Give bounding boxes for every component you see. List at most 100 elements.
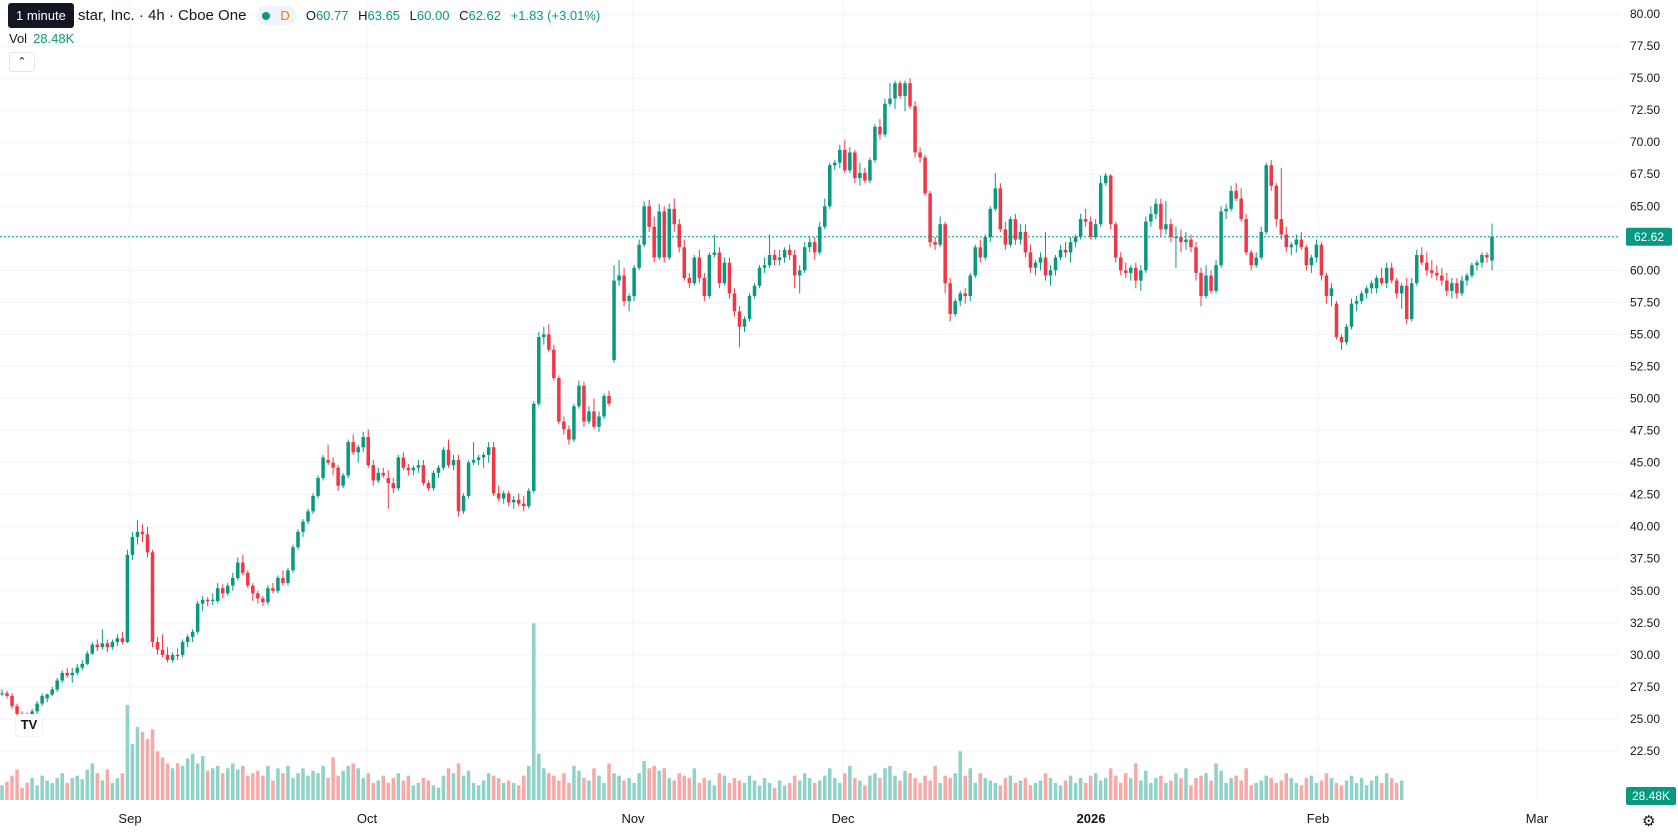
candle-body (286, 570, 290, 584)
volume-bar (105, 769, 110, 800)
volume-bar (1304, 778, 1309, 800)
volume-bar (562, 773, 566, 800)
candle-body (486, 447, 491, 455)
volume-bar (1369, 780, 1374, 800)
volume-bar (150, 729, 155, 800)
volume-bar (351, 763, 355, 800)
volume-bar (833, 778, 837, 800)
price-tick-label: 72.50 (1630, 103, 1660, 117)
volume-bar (913, 778, 917, 800)
candle-body (266, 588, 270, 603)
gear-icon[interactable]: ⚙ (1642, 813, 1656, 830)
volume-bar (451, 773, 456, 800)
price-tick-label: 27.50 (1630, 680, 1660, 694)
volume-bar (812, 782, 817, 800)
candle-body (1470, 265, 1474, 276)
volume-bar (286, 765, 290, 800)
volume-bar (607, 763, 611, 800)
volume-bar (1209, 780, 1213, 800)
candle-body (612, 280, 616, 361)
volume-bar (1159, 775, 1163, 800)
candle-body (351, 442, 355, 453)
price-tick-label: 65.00 (1630, 199, 1660, 213)
collapse-legend-button[interactable]: ⌃ (9, 52, 35, 72)
price-tick-label: 35.00 (1630, 584, 1660, 598)
volume-bar (1174, 773, 1178, 800)
candle-body (1063, 249, 1068, 253)
candle-body (271, 588, 275, 591)
volume-bar (767, 782, 772, 800)
volume-bar (1289, 778, 1294, 800)
volume-bar (1008, 775, 1013, 800)
volume-bar (311, 770, 315, 800)
candle-body (241, 562, 245, 573)
volume-bar (215, 765, 220, 800)
volume-bar (662, 768, 666, 800)
candle-body (782, 249, 787, 258)
candle-body (747, 295, 752, 320)
volume-bar (1264, 775, 1268, 800)
candle-body (220, 588, 225, 594)
volume-bar (722, 775, 727, 800)
volume-bar (692, 768, 697, 800)
volume-bar (1229, 778, 1233, 800)
volume-bar (231, 763, 235, 800)
volume-bar (1294, 782, 1299, 800)
tradingview-logo[interactable]: TV (16, 714, 42, 736)
volume-bar (667, 778, 671, 800)
candle-body (336, 467, 340, 486)
volume-bar (55, 778, 59, 800)
candle-body (451, 460, 456, 466)
candle-body (456, 460, 461, 512)
candle-body (366, 436, 370, 466)
candle-body (1219, 211, 1223, 266)
price-tick-label: 60.00 (1630, 263, 1660, 277)
candle-body (496, 493, 501, 499)
volume-bar (617, 775, 621, 800)
volume-bar (567, 782, 571, 800)
candle-body (291, 547, 295, 571)
candle-body (1108, 175, 1113, 225)
volume-bar (552, 775, 556, 800)
low-value: 60.00 (416, 8, 450, 23)
candle-body (998, 188, 1003, 230)
volume-bar (772, 787, 777, 800)
volume-bar (657, 770, 661, 800)
price-tick-label: 52.50 (1630, 359, 1660, 373)
symbol-title[interactable]: star, Inc. · 4h · Cboe One (78, 7, 247, 24)
candle-body (622, 275, 626, 302)
candle-body (311, 495, 315, 512)
candle-body (617, 275, 621, 281)
candle-body (1023, 231, 1028, 253)
volume-bar (1063, 780, 1068, 800)
volume-bar (135, 726, 140, 800)
candle-body (752, 285, 757, 296)
candle-body (1374, 278, 1379, 289)
candle-body (1199, 272, 1203, 296)
candle-body (331, 462, 335, 468)
candle-body (1440, 275, 1444, 281)
volume-bar (471, 782, 476, 800)
volume-bar (40, 775, 44, 800)
candle-body (55, 680, 59, 690)
candle-body (381, 472, 386, 476)
volume-bar (1379, 782, 1384, 800)
candle-body (326, 460, 330, 463)
volume-bar (1108, 768, 1113, 800)
status-dots[interactable]: D (256, 6, 296, 25)
chevron-up-icon: ⌃ (17, 56, 27, 68)
candle-body (1244, 219, 1248, 253)
price-axis: 80.0077.5075.0072.5070.0067.5065.0062.50… (1630, 7, 1660, 758)
volume-bar (516, 785, 521, 800)
volume-bar (1033, 782, 1038, 800)
candle-body (105, 643, 110, 648)
volume-bars (0, 623, 1404, 800)
candle-body (190, 631, 195, 637)
candle-body (1098, 183, 1103, 225)
candle-body (712, 252, 717, 255)
candle-body (552, 349, 556, 379)
time-tick-label: Dec (831, 811, 855, 826)
candle-body (602, 395, 606, 417)
volume-bar (1359, 778, 1364, 800)
